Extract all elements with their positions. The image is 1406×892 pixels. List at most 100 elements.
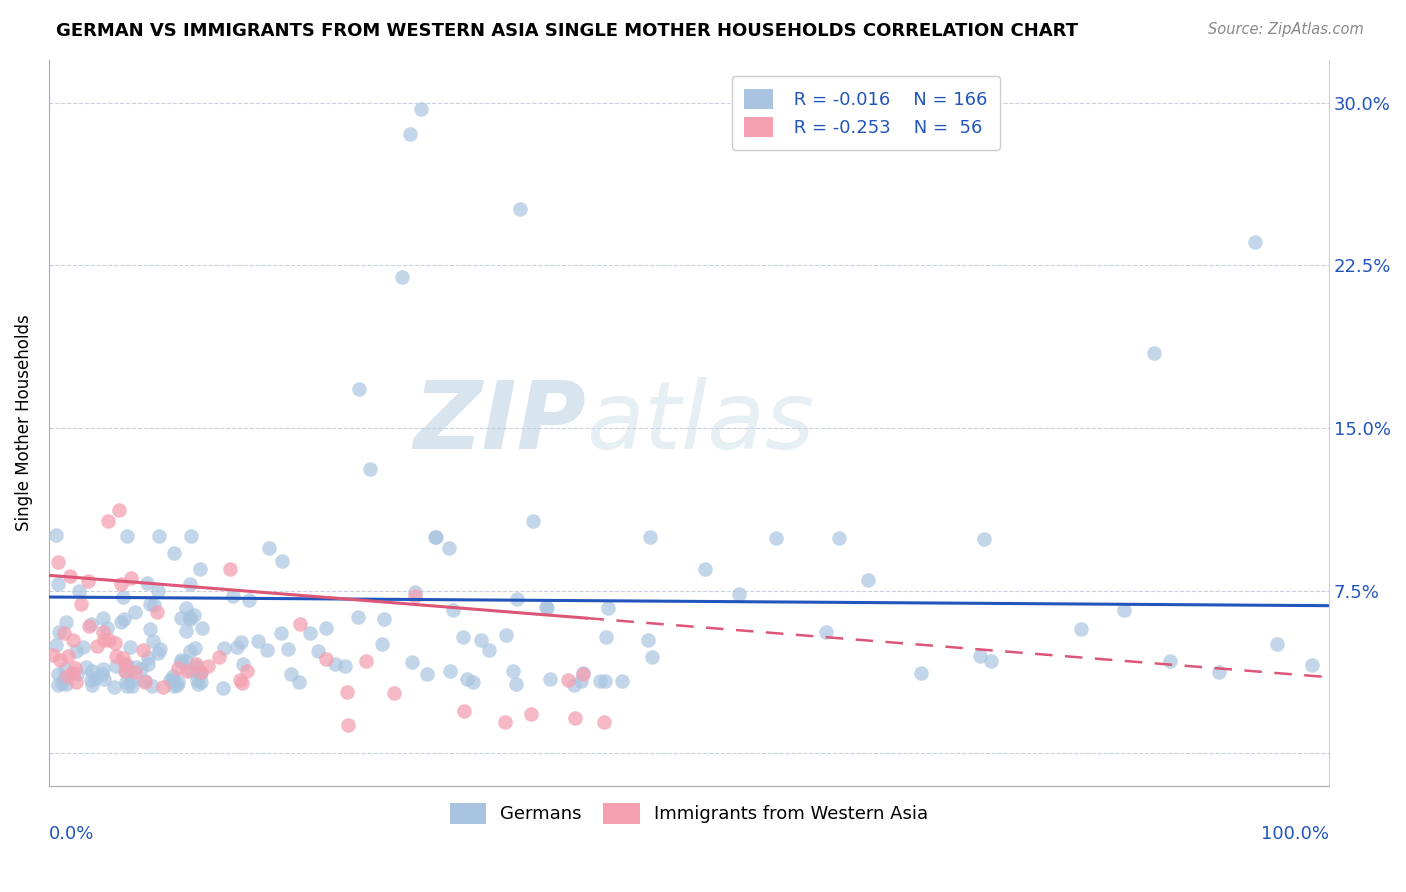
Point <box>190 665 212 679</box>
Point <box>110 615 132 629</box>
Point <box>506 591 529 606</box>
Point <box>1114 602 1136 616</box>
Point <box>187 677 209 691</box>
Point <box>858 574 880 588</box>
Point <box>910 666 932 681</box>
Point <box>45 528 67 542</box>
Point <box>695 561 717 575</box>
Point <box>969 648 991 663</box>
Point <box>439 664 461 678</box>
Point <box>63 661 86 675</box>
Point <box>163 546 186 560</box>
Point <box>97 514 120 528</box>
Point <box>1208 665 1230 679</box>
Point <box>280 667 302 681</box>
Point <box>134 674 156 689</box>
Point <box>299 626 322 640</box>
Point <box>212 641 235 656</box>
Point <box>52 626 75 640</box>
Point <box>46 555 69 569</box>
Point <box>536 601 558 615</box>
Point <box>637 632 659 647</box>
Point <box>179 611 201 625</box>
Point <box>814 624 837 639</box>
Point <box>148 583 170 598</box>
Point <box>55 677 77 691</box>
Point <box>307 644 329 658</box>
Point <box>179 644 201 658</box>
Point <box>1244 235 1267 250</box>
Point <box>129 662 152 676</box>
Point <box>114 657 136 672</box>
Point <box>138 623 160 637</box>
Point <box>80 617 103 632</box>
Point <box>163 679 186 693</box>
Point <box>170 655 193 669</box>
Point <box>112 612 135 626</box>
Point <box>115 674 138 689</box>
Point <box>863 128 886 142</box>
Point <box>115 657 138 672</box>
Point <box>404 589 426 603</box>
Point <box>117 528 139 542</box>
Point <box>229 673 252 687</box>
Point <box>336 685 359 699</box>
Point <box>162 673 184 688</box>
Point <box>453 704 475 718</box>
Point <box>190 675 212 690</box>
Point <box>277 641 299 656</box>
Point <box>288 674 311 689</box>
Point <box>52 671 75 685</box>
Text: atlas: atlas <box>586 377 814 468</box>
Point <box>415 667 437 681</box>
Point <box>772 127 794 141</box>
Point <box>91 611 114 625</box>
Point <box>569 674 592 689</box>
Point <box>180 664 202 678</box>
Point <box>425 530 447 544</box>
Point <box>96 620 118 634</box>
Point <box>371 637 394 651</box>
Point <box>62 633 84 648</box>
Point <box>93 632 115 647</box>
Point <box>176 664 198 678</box>
Point <box>55 662 77 676</box>
Point <box>190 666 212 681</box>
Point <box>589 674 612 689</box>
Text: 0.0%: 0.0% <box>49 825 94 844</box>
Point <box>124 665 146 679</box>
Point <box>55 615 77 630</box>
Point <box>359 461 381 475</box>
Point <box>48 666 70 681</box>
Point <box>86 639 108 653</box>
Point <box>62 666 84 681</box>
Point <box>141 679 163 693</box>
Point <box>160 674 183 689</box>
Point <box>115 665 138 679</box>
Point <box>91 662 114 676</box>
Point <box>495 628 517 642</box>
Point <box>564 711 586 725</box>
Point <box>146 605 169 619</box>
Point <box>423 530 446 544</box>
Point <box>167 675 190 690</box>
Point <box>104 636 127 650</box>
Point <box>115 679 138 693</box>
Point <box>45 639 67 653</box>
Point <box>315 621 337 635</box>
Point <box>179 576 201 591</box>
Point <box>1301 657 1323 672</box>
Point <box>231 675 253 690</box>
Point <box>67 584 90 599</box>
Point <box>641 649 664 664</box>
Point <box>159 673 181 687</box>
Point <box>121 678 143 692</box>
Point <box>399 128 422 142</box>
Point <box>1069 622 1091 636</box>
Point <box>148 646 170 660</box>
Point <box>212 681 235 695</box>
Point <box>980 654 1002 668</box>
Point <box>75 660 97 674</box>
Point <box>186 659 208 673</box>
Point <box>70 597 93 611</box>
